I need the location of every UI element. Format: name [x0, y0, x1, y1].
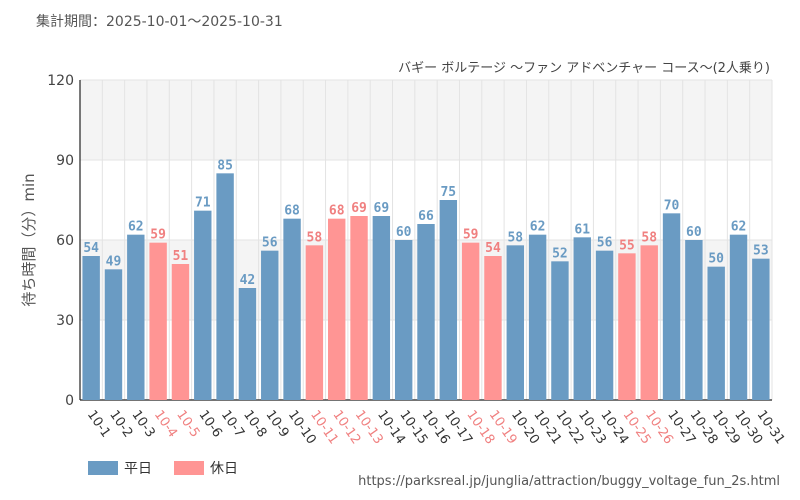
bar	[618, 253, 636, 400]
bar	[528, 234, 547, 400]
bar	[506, 245, 524, 400]
data-label: 62	[731, 220, 747, 235]
legend-holiday: 休日	[174, 458, 238, 478]
data-label: 49	[106, 254, 122, 269]
legend-holiday-swatch	[174, 461, 204, 475]
data-label: 69	[351, 201, 367, 216]
y-tick-label: 90	[56, 153, 74, 169]
legend: 平日 休日	[88, 458, 260, 478]
data-label: 58	[641, 230, 657, 245]
legend-weekday-swatch	[88, 461, 118, 475]
data-label: 50	[708, 252, 724, 267]
data-label: 58	[307, 230, 323, 245]
data-label: 58	[507, 230, 523, 245]
data-label: 62	[128, 220, 144, 235]
data-label: 62	[530, 220, 546, 235]
data-label: 68	[284, 204, 300, 219]
data-label: 85	[217, 158, 233, 173]
bar	[662, 213, 681, 400]
data-label: 71	[195, 196, 211, 211]
bar	[729, 234, 748, 400]
plot-band	[80, 80, 772, 160]
bar	[238, 288, 257, 400]
bar	[484, 256, 502, 400]
data-label: 53	[753, 244, 769, 259]
data-label: 52	[552, 246, 568, 261]
bar	[171, 264, 190, 400]
bar	[707, 266, 725, 400]
x-tick-label: 10-7	[218, 408, 247, 441]
legend-holiday-label: 休日	[210, 461, 238, 477]
data-label: 59	[463, 228, 479, 243]
bar	[149, 242, 167, 400]
bar	[328, 218, 346, 400]
data-label: 75	[440, 185, 456, 200]
x-tick-label: 10-4	[151, 408, 180, 441]
bar	[640, 245, 658, 400]
data-label: 54	[485, 241, 501, 256]
period-label: 集計期間：2025-10-01〜2025-10-31	[36, 14, 283, 30]
data-label: 55	[619, 238, 635, 253]
bar	[573, 237, 591, 400]
x-tick-label: 10-2	[106, 408, 135, 441]
bar	[417, 224, 435, 400]
legend-weekday: 平日	[88, 458, 152, 478]
x-tick-label: 10-5	[173, 408, 202, 441]
y-axis-label: 待ち時間（分）min	[20, 173, 38, 306]
bar	[685, 240, 703, 400]
data-label: 60	[686, 225, 702, 240]
x-tick-label: 10-6	[195, 408, 224, 441]
data-label: 54	[83, 241, 99, 256]
data-label: 68	[329, 204, 345, 219]
data-label: 61	[574, 222, 590, 237]
data-label: 59	[150, 228, 166, 243]
y-tick-label: 60	[56, 233, 74, 249]
bar	[595, 250, 614, 400]
y-tick-label: 0	[65, 393, 74, 409]
bar	[194, 210, 212, 400]
bar	[305, 245, 324, 400]
legend-weekday-label: 平日	[124, 461, 152, 477]
data-label: 70	[664, 198, 680, 213]
bar	[82, 256, 100, 400]
bar	[283, 218, 301, 400]
bar	[104, 269, 123, 400]
bar	[261, 250, 279, 400]
bar	[216, 173, 234, 400]
data-label: 60	[396, 225, 412, 240]
data-label: 56	[597, 236, 613, 251]
y-tick-label: 120	[47, 73, 74, 89]
x-tick-label: 10-8	[240, 408, 269, 441]
chart-title: バギー ボルテージ 〜ファン アドベンチャー コース〜(2人乗り)	[398, 61, 770, 76]
source-url: https://parksreal.jp/junglia/attraction/…	[358, 474, 780, 489]
data-label: 51	[173, 249, 189, 264]
data-label: 42	[240, 273, 256, 288]
x-tick-label: 10-3	[129, 408, 158, 441]
bar	[439, 200, 458, 400]
bar	[752, 258, 770, 400]
data-label: 56	[262, 236, 278, 251]
y-tick-label: 30	[56, 313, 74, 329]
data-label: 66	[418, 209, 434, 224]
bar	[551, 261, 569, 400]
bar	[127, 234, 145, 400]
bar	[461, 242, 480, 400]
x-tick-label: 10-9	[262, 408, 291, 441]
bar	[350, 216, 368, 400]
bar	[372, 216, 391, 400]
data-label: 69	[374, 201, 390, 216]
x-tick-label: 10-1	[84, 408, 113, 441]
bar	[394, 240, 413, 400]
